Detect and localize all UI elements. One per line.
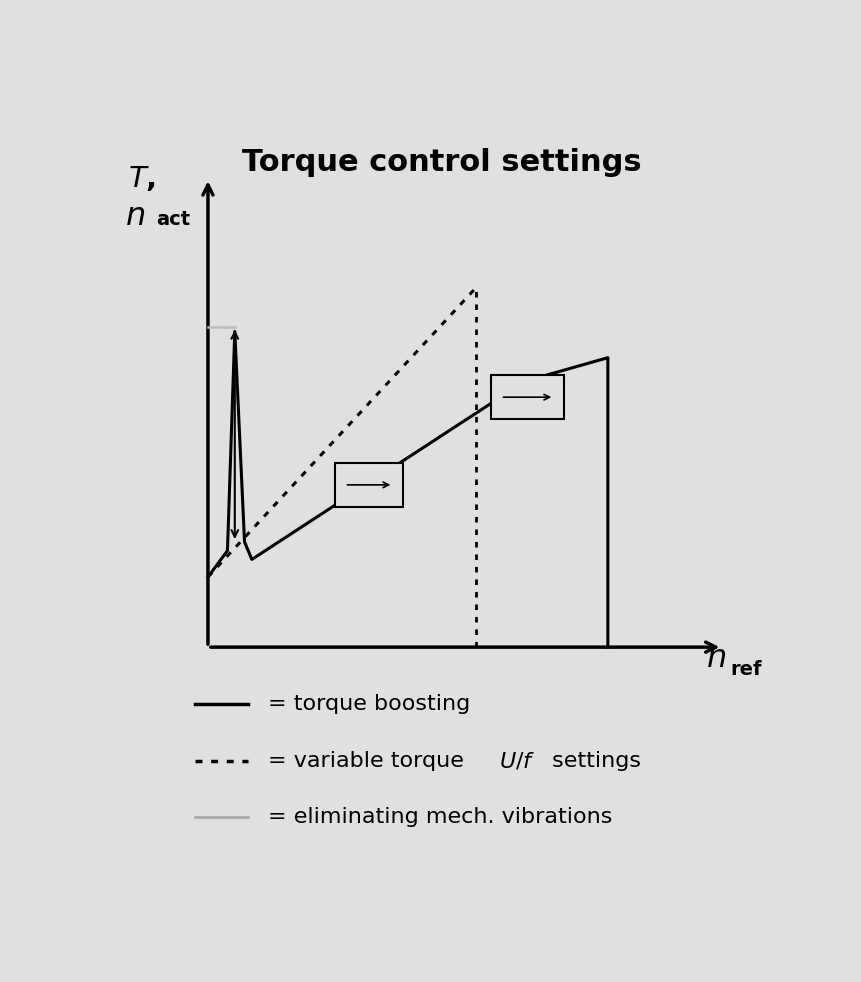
Text: $\mathit{n}$: $\mathit{n}$ [125, 200, 145, 232]
Text: $\mathit{n}$: $\mathit{n}$ [705, 643, 725, 674]
Text: Torque control settings: Torque control settings [242, 148, 641, 177]
Text: = eliminating mech. vibrations: = eliminating mech. vibrations [268, 807, 612, 827]
Text: = torque boosting: = torque boosting [268, 694, 470, 714]
Text: = variable torque: = variable torque [268, 750, 470, 771]
Text: $\mathit{U}$/$\mathit{f}$: $\mathit{U}$/$\mathit{f}$ [498, 750, 535, 771]
Text: ref: ref [729, 660, 761, 680]
Bar [490, 375, 563, 419]
Bar [334, 463, 403, 507]
Text: act: act [156, 210, 189, 230]
Text: $\mathit{T}$,: $\mathit{T}$, [127, 164, 156, 192]
Text: settings: settings [545, 750, 641, 771]
